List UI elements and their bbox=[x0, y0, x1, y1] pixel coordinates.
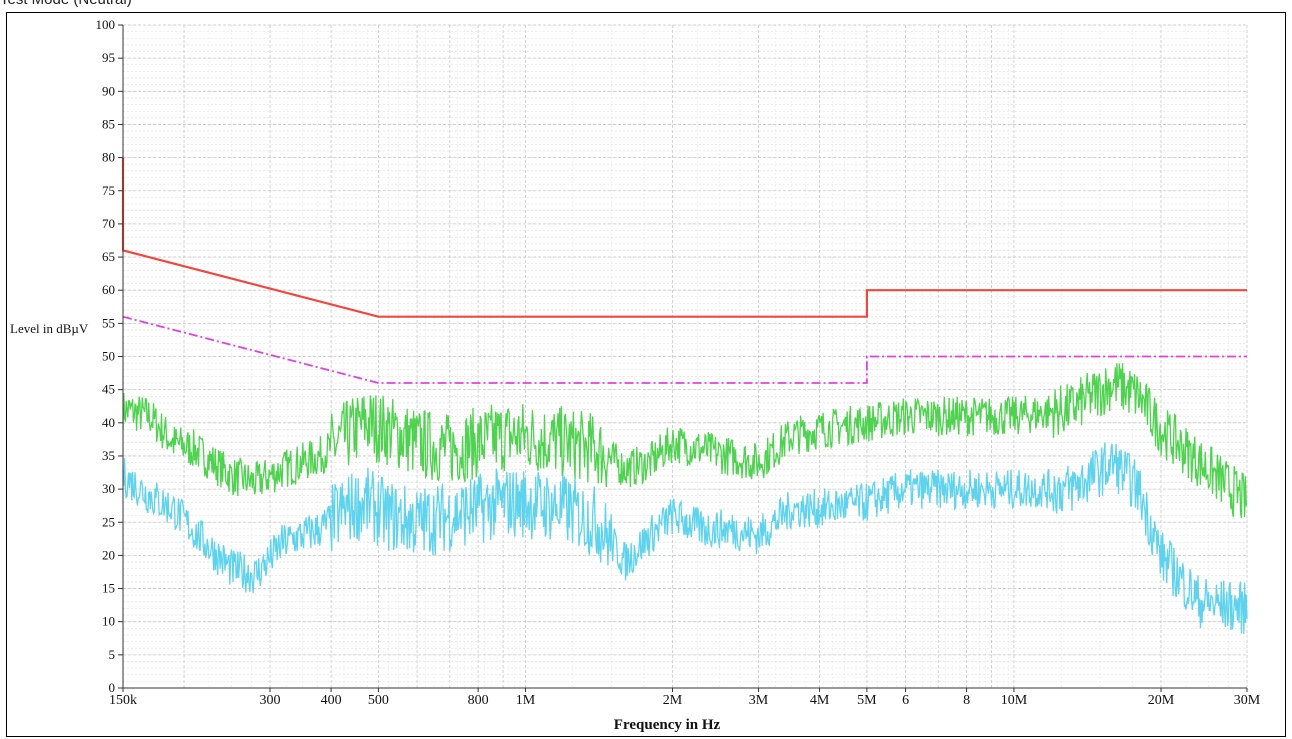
x-tick-label: 800 bbox=[468, 693, 489, 708]
y-tick-label: 100 bbox=[96, 17, 116, 32]
y-tick-label: 45 bbox=[102, 382, 115, 397]
x-tick-label: 8 bbox=[963, 693, 970, 708]
x-tick-label: 20M bbox=[1148, 693, 1175, 708]
x-tick-label: 300 bbox=[260, 693, 281, 708]
x-tick-label: 500 bbox=[368, 693, 389, 708]
x-tick-label: 1M bbox=[516, 693, 536, 708]
x-tick-label: 150k bbox=[109, 693, 137, 708]
y-tick-label: 90 bbox=[102, 83, 115, 98]
y-axis-label: Level in dBµV bbox=[10, 321, 89, 336]
y-tick-label: 85 bbox=[102, 116, 115, 131]
x-tick-label: 3M bbox=[749, 693, 769, 708]
y-tick-label: 65 bbox=[102, 249, 115, 264]
y-tick-label: 35 bbox=[102, 448, 115, 463]
y-tick-label: 70 bbox=[102, 216, 115, 231]
y-tick-label: 40 bbox=[102, 415, 115, 430]
y-tick-label: 50 bbox=[102, 349, 115, 364]
y-tick-label: 5 bbox=[109, 647, 116, 662]
test-mode-caption: Test Mode (Neutral) bbox=[0, 0, 132, 8]
x-tick-label: 30M bbox=[1234, 693, 1261, 708]
y-tick-label: 30 bbox=[102, 481, 115, 496]
x-axis-label: Frequency in Hz bbox=[614, 717, 721, 733]
x-tick-label: 10M bbox=[1001, 693, 1028, 708]
y-tick-label: 0 bbox=[109, 680, 116, 695]
series-peak bbox=[122, 363, 1248, 519]
x-tick-label: 6 bbox=[902, 693, 909, 708]
x-tick-label: 2M bbox=[663, 693, 683, 708]
x-tick-label: 5M bbox=[857, 693, 877, 708]
series-layer bbox=[121, 157, 1248, 634]
y-tick-label: 95 bbox=[102, 50, 115, 65]
series-limit_avg bbox=[122, 315, 1247, 384]
y-tick-label: 15 bbox=[102, 581, 115, 596]
y-tick-label: 20 bbox=[102, 547, 115, 562]
y-tick-label: 25 bbox=[102, 514, 115, 529]
y-tick-label: 55 bbox=[102, 315, 115, 330]
y-tick-label: 80 bbox=[102, 150, 115, 165]
y-tick-label: 60 bbox=[102, 282, 115, 297]
x-tick-label: 400 bbox=[321, 693, 342, 708]
series-average bbox=[122, 442, 1248, 634]
tick-labels: 0 5 10 15 20 25 30 35 40 45 50 55 60 65 70 75 80 85 90 95 10… bbox=[96, 17, 1261, 708]
chart-frame: 0 5 10 15 20 25 30 35 40 45 50 55 60 65 70 75 80 85 90 95 10… bbox=[6, 12, 1286, 737]
x-tick-label: 4M bbox=[810, 693, 830, 708]
y-tick-label: 75 bbox=[102, 183, 115, 198]
emission-chart: 0 5 10 15 20 25 30 35 40 45 50 55 60 65 70 75 80 85 90 95 10… bbox=[10, 17, 1261, 733]
y-tick-label: 10 bbox=[102, 614, 115, 629]
